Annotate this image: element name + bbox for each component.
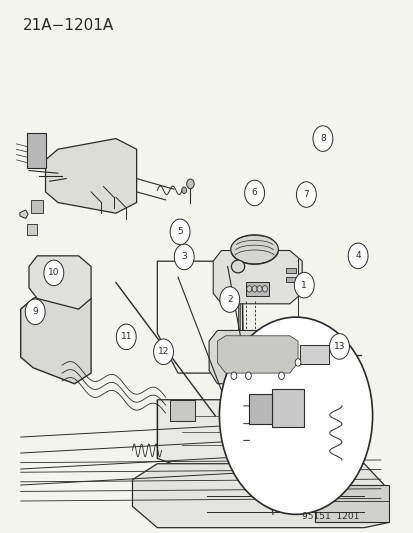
Bar — [27, 133, 45, 168]
Bar — [246, 282, 268, 296]
Polygon shape — [157, 400, 363, 480]
Text: 9: 9 — [32, 308, 38, 316]
Circle shape — [312, 126, 332, 151]
Text: 5: 5 — [177, 228, 183, 236]
Text: 21A−1201A: 21A−1201A — [23, 18, 114, 33]
Circle shape — [294, 359, 300, 366]
Circle shape — [230, 372, 236, 379]
Circle shape — [174, 244, 194, 270]
Circle shape — [116, 324, 136, 350]
Circle shape — [219, 287, 239, 312]
Polygon shape — [45, 139, 136, 213]
Text: 12: 12 — [157, 348, 169, 356]
Polygon shape — [314, 485, 388, 522]
Text: 2: 2 — [226, 295, 232, 304]
Bar — [285, 268, 295, 273]
Text: 4: 4 — [354, 252, 360, 260]
Polygon shape — [213, 251, 301, 304]
Circle shape — [256, 286, 261, 292]
Text: 7: 7 — [303, 190, 309, 199]
Polygon shape — [29, 256, 91, 309]
Bar — [299, 345, 328, 365]
Circle shape — [245, 372, 251, 379]
Circle shape — [246, 286, 251, 292]
Bar — [248, 394, 271, 424]
Text: 11: 11 — [120, 333, 132, 341]
Bar — [310, 400, 343, 421]
Circle shape — [153, 339, 173, 365]
Text: 6: 6 — [251, 189, 257, 197]
Text: 10: 10 — [48, 269, 59, 277]
Text: 1: 1 — [301, 281, 306, 289]
Text: 95151  1201: 95151 1201 — [301, 512, 359, 521]
Polygon shape — [217, 336, 297, 373]
Circle shape — [25, 299, 45, 325]
Polygon shape — [21, 282, 91, 384]
Circle shape — [296, 182, 316, 207]
Circle shape — [262, 286, 267, 292]
Text: 13: 13 — [333, 342, 344, 351]
Circle shape — [244, 180, 264, 206]
Bar — [272, 389, 304, 426]
Polygon shape — [157, 261, 240, 373]
Circle shape — [294, 272, 313, 298]
Text: 8: 8 — [319, 134, 325, 143]
Bar — [31, 200, 43, 213]
Circle shape — [347, 243, 367, 269]
Ellipse shape — [231, 260, 244, 273]
Circle shape — [170, 219, 190, 245]
Circle shape — [278, 372, 284, 379]
Ellipse shape — [230, 235, 278, 264]
Bar — [27, 224, 37, 235]
Bar — [169, 400, 194, 421]
Polygon shape — [132, 464, 388, 528]
Circle shape — [186, 179, 194, 189]
Circle shape — [219, 317, 372, 514]
Polygon shape — [20, 210, 28, 219]
Polygon shape — [209, 330, 314, 384]
Circle shape — [44, 260, 64, 286]
Bar — [285, 277, 295, 282]
Text: 3: 3 — [181, 253, 187, 261]
Circle shape — [329, 334, 349, 359]
Circle shape — [181, 187, 186, 193]
Circle shape — [252, 286, 256, 292]
